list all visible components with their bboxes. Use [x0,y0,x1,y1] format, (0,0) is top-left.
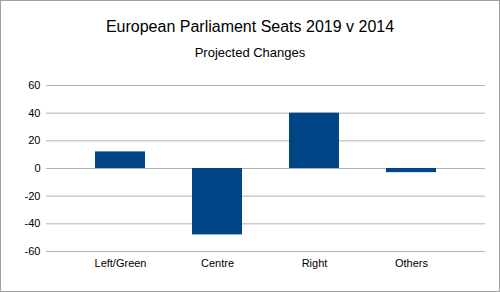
svg-text:40: 40 [28,107,40,119]
svg-text:Centre: Centre [201,257,234,269]
svg-text:Left/Green: Left/Green [95,257,147,269]
svg-text:Others: Others [395,257,429,269]
html-text:Projected Changes: Projected Changes [194,45,306,60]
svg-text:Right: Right [302,257,328,269]
svg-text:0: 0 [34,162,40,174]
svg-text:20: 20 [28,134,40,146]
svg-text:-40: -40 [25,217,41,229]
svg-text:-20: -20 [25,190,41,202]
html-text:European Parliament Seats 2019: European Parliament Seats 2019 v 2014 [105,18,395,35]
svg-text:-60: -60 [25,245,41,257]
svg-text:60: 60 [28,79,40,91]
